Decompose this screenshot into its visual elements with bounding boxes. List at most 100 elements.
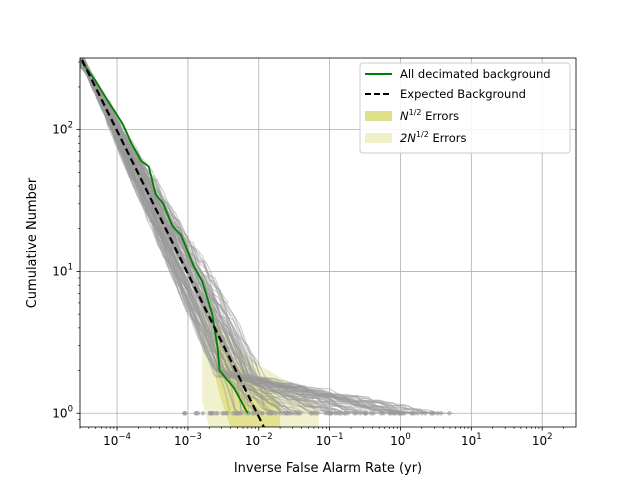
background-trial-curve [80, 60, 283, 414]
background-trial-curve [80, 64, 262, 414]
background-trial-curve [80, 58, 416, 414]
background-trial-curve [80, 63, 303, 414]
background-trial-curve [80, 65, 242, 414]
background-trial-curve [80, 66, 267, 414]
trial-end-point [353, 411, 359, 416]
background-trial-curve [80, 63, 269, 414]
trial-end-point [335, 411, 340, 416]
x-tick-label: 10−2 [245, 432, 273, 448]
error-band-n [216, 320, 281, 427]
background-trial-curve [80, 60, 372, 414]
trial-end-point [200, 411, 206, 416]
legend-box [359, 62, 571, 154]
background-trial-curve [80, 63, 401, 414]
plot-frame [79, 57, 577, 428]
trial-end-point [278, 411, 283, 416]
background-trial-curve [80, 61, 419, 414]
background-trial-curve [80, 58, 256, 414]
background-trial-curve [80, 60, 242, 414]
trial-end-point [338, 411, 344, 416]
background-trial-curve [80, 66, 369, 414]
legend-label-decimated: All decimated background [400, 67, 551, 81]
background-trial-curve [80, 61, 216, 347]
trial-end-point [236, 411, 241, 416]
main-series [81, 59, 265, 427]
trial-end-point [268, 411, 274, 416]
legend-swatch-n-errors [365, 111, 392, 121]
background-trial-curve [81, 58, 232, 317]
trial-end-point [415, 411, 420, 416]
trial-end-point [182, 411, 187, 416]
background-trial-curve [80, 66, 188, 313]
legend-label-2n-errors: 2N1/2 Errors [400, 130, 466, 145]
background-trial-curve [80, 59, 291, 414]
background-trial-curve [80, 58, 379, 414]
trial-end-point [428, 411, 434, 416]
trial-end-point [345, 411, 351, 416]
background-trial-curve [80, 58, 376, 414]
background-trial-curve [80, 60, 320, 414]
background-trial-curve [80, 65, 359, 414]
background-trial-curve [80, 60, 397, 414]
trial-end-point [230, 411, 236, 416]
trial-end-point [273, 411, 278, 416]
background-trial-curve [80, 58, 249, 414]
background-trial-curve [81, 58, 291, 414]
background-trial-curve [80, 58, 332, 414]
trial-end-point [210, 411, 216, 416]
decimated-background-line [81, 61, 249, 414]
background-trial-curve [80, 58, 435, 414]
background-trial-curve [80, 63, 385, 414]
trial-end-point [419, 411, 424, 416]
background-trial-curve [80, 65, 231, 414]
trial-end-point [387, 411, 392, 416]
background-trial-curve [80, 58, 250, 413]
background-trial-curve [80, 58, 413, 414]
background-trial-curve [80, 58, 347, 414]
background-trial-curve [80, 61, 367, 414]
background-trial-curve [80, 60, 403, 414]
background-trial-curve [82, 58, 205, 284]
background-trial-curve [80, 67, 332, 414]
trial-end-point [220, 411, 225, 416]
y-tick-label: 100 [52, 404, 73, 420]
x-axis-ticks: 10−4 10−3 10−2 10−1 100 101 102 [79, 427, 564, 448]
background-trial-curve [80, 61, 200, 309]
background-trial-curve [80, 59, 273, 412]
y-axis-ticks: 100 101 102 [52, 61, 80, 420]
background-trial-curve [80, 58, 384, 414]
background-trial-curve [80, 60, 237, 412]
trial-end-point [423, 411, 428, 416]
background-trial-curve [80, 58, 214, 314]
trial-end-point [368, 411, 374, 416]
trial-end-point [381, 411, 386, 416]
background-trial-curve [81, 58, 409, 414]
trial-end-point [295, 411, 300, 416]
background-trial-curve [80, 62, 368, 413]
legend: All decimated background Expected Backgr… [359, 62, 571, 154]
trial-end-point [435, 411, 440, 416]
background-trial-curve [80, 58, 274, 414]
trial-end-point [289, 411, 294, 416]
background-trial-curve [80, 58, 432, 414]
background-trial-curve [80, 62, 258, 414]
background-trial-curve [80, 59, 347, 414]
trial-end-point [411, 411, 417, 416]
background-trial-curve [80, 58, 317, 414]
background-trial-curve [80, 58, 438, 414]
x-tick-label: 10−3 [174, 432, 202, 448]
x-tick-label: 100 [390, 432, 411, 448]
trial-end-point [251, 411, 257, 416]
x-axis-label: Inverse False Alarm Rate (yr) [234, 461, 422, 476]
background-trial-curve [80, 65, 301, 412]
background-trial-curve [80, 65, 428, 414]
trial-end-point [391, 411, 396, 416]
background-trial-curve [80, 66, 363, 414]
trial-end-point [255, 411, 260, 416]
trial-end-point [447, 411, 452, 416]
background-trial-curve [80, 58, 189, 255]
background-trial-curve [81, 58, 356, 413]
background-trial-curve [80, 62, 298, 414]
background-trial-curve [80, 58, 446, 414]
